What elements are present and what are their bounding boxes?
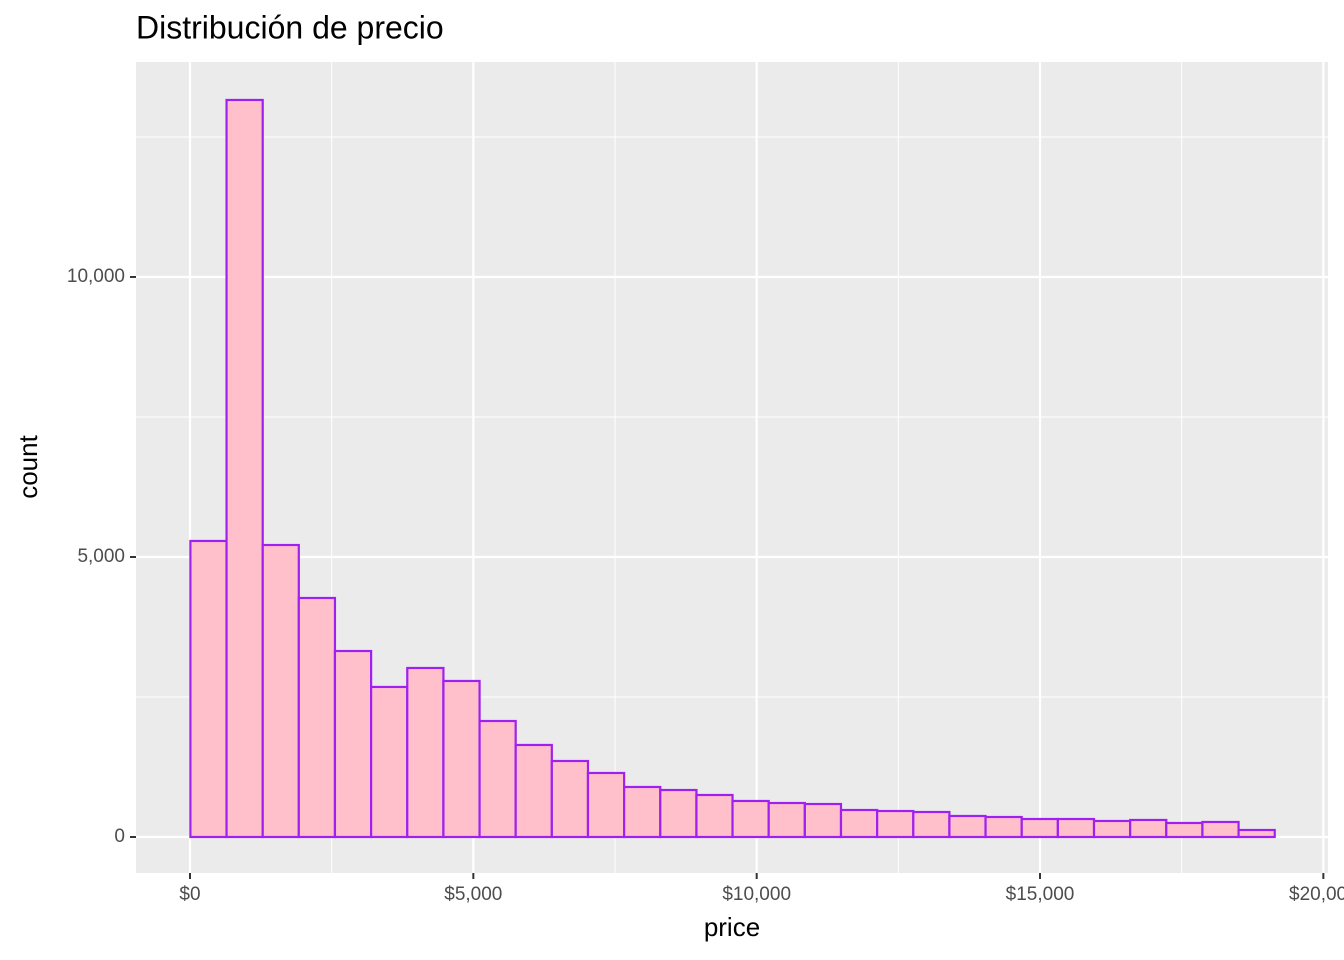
- bar: [876, 809, 915, 839]
- bar: [1056, 817, 1096, 839]
- bar: [297, 596, 337, 839]
- x-tick-label: $20,000: [1289, 884, 1344, 905]
- x-tick-label: $10,000: [722, 884, 791, 905]
- bar: [1129, 818, 1168, 839]
- x-tick-label: $0: [179, 884, 200, 905]
- bar: [695, 793, 734, 839]
- bar: [659, 788, 698, 839]
- x-tick-label: $15,000: [1006, 884, 1075, 905]
- bar: [225, 98, 264, 839]
- bar: [514, 743, 553, 839]
- bar: [912, 810, 951, 839]
- bar: [948, 814, 987, 839]
- bar: [550, 759, 590, 839]
- y-tick-label: 0: [114, 826, 125, 847]
- bar: [1020, 817, 1059, 839]
- y-tick-label: 10,000: [67, 266, 125, 287]
- bar: [189, 539, 228, 839]
- bar: [406, 666, 445, 839]
- bar: [1201, 820, 1240, 839]
- bar: [442, 679, 481, 839]
- bar: [478, 719, 517, 839]
- bar: [1092, 819, 1132, 839]
- bar: [333, 649, 373, 839]
- bar: [623, 785, 662, 839]
- bar: [370, 685, 409, 839]
- chart-title: Distribución de precio: [136, 9, 444, 45]
- bar: [803, 802, 843, 839]
- y-tick-label: 5,000: [77, 546, 125, 567]
- bar: [1165, 821, 1204, 839]
- bar: [767, 801, 806, 839]
- bar: [984, 815, 1023, 839]
- bar: [261, 543, 300, 839]
- bar: [586, 771, 626, 839]
- bar: [839, 808, 879, 839]
- y-axis-label: count: [13, 434, 43, 498]
- bar: [731, 799, 770, 839]
- x-tick-label: $5,000: [444, 884, 502, 905]
- x-axis-label: price: [704, 912, 760, 942]
- bar: [1237, 828, 1276, 839]
